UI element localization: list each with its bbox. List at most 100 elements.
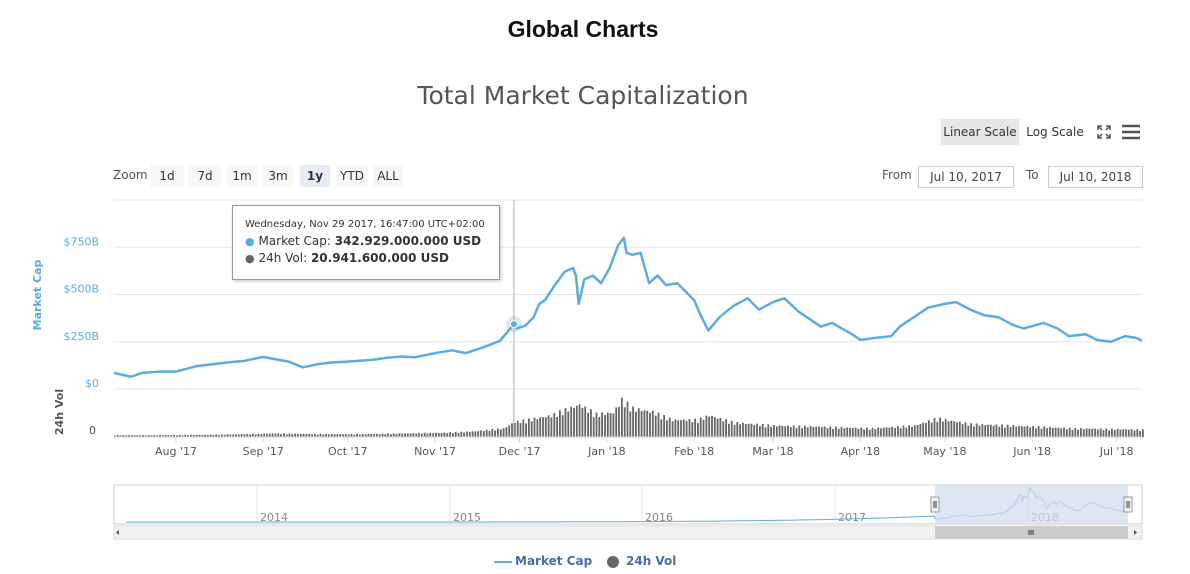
volume-bar (604, 415, 606, 437)
volume-bar (925, 423, 927, 437)
legend-market-cap[interactable]: Market Cap (515, 554, 593, 568)
volume-bar (767, 424, 770, 437)
volume-bar (440, 432, 443, 437)
volume-bar (911, 426, 913, 437)
volume-bar (666, 420, 668, 437)
navigator-right-handle[interactable] (1123, 496, 1133, 513)
volume-bar (130, 435, 133, 437)
volume-bar (401, 433, 404, 437)
volume-bar (798, 425, 801, 437)
volume-bar (122, 435, 125, 437)
linear-scale-button[interactable]: Linear Scale (941, 119, 1019, 145)
zoom-button-7d[interactable]: 7d (188, 165, 222, 187)
volume-bar (1080, 428, 1082, 437)
zoom-button-1m[interactable]: 1m (226, 165, 258, 187)
volume-bar (649, 412, 651, 437)
volume-bar (826, 428, 829, 437)
volume-bar (114, 435, 116, 437)
volume-bar (353, 434, 356, 437)
volume-bar (1068, 427, 1071, 437)
volume-bar (894, 428, 896, 437)
volume-bar (759, 426, 761, 437)
volume-bar (657, 412, 660, 437)
volume-bar (944, 419, 947, 437)
volume-bar (302, 433, 305, 437)
from-date-input[interactable]: Jul 10, 2017 (918, 166, 1014, 188)
volume-bar (494, 430, 496, 437)
zoom-button-3m[interactable]: 3m (262, 165, 294, 187)
volume-bar (1077, 429, 1079, 437)
volume-bar (561, 415, 564, 437)
volume-bar (702, 419, 705, 437)
volume-bar (956, 422, 958, 437)
zoom-label: Zoom (113, 168, 148, 182)
volume-bar (471, 431, 474, 437)
volume-bar (491, 429, 494, 437)
volume-bar (268, 433, 271, 437)
volume-bar (812, 427, 815, 437)
volume-bar (412, 433, 415, 437)
volume-bar (1074, 427, 1077, 437)
volume-bar (460, 431, 463, 437)
volume-bar (1026, 425, 1029, 437)
volume-bar (742, 422, 744, 437)
volume-bar (156, 435, 158, 437)
volume-bar (928, 420, 930, 437)
volume-bar (899, 428, 902, 437)
zoom-button-1y[interactable]: 1y (300, 165, 330, 187)
volume-bar (195, 434, 198, 437)
volume-bar (536, 419, 539, 437)
volume-bar (294, 433, 297, 437)
navigator-left-handle[interactable] (930, 496, 940, 513)
navigator-scrollbar[interactable] (113, 525, 1143, 540)
volume-bar (806, 427, 809, 437)
log-scale-button[interactable]: Log Scale (1026, 125, 1084, 139)
volume-bar (685, 421, 688, 437)
volume-bar (705, 415, 708, 437)
volume-bar (533, 417, 536, 437)
volume-bar (820, 427, 823, 437)
volume-bar (612, 413, 615, 437)
volume-bar (373, 434, 375, 437)
volume-bar (902, 425, 905, 437)
volume-bar (1015, 426, 1018, 437)
volume-bar (1133, 430, 1136, 437)
volume-bar (747, 423, 750, 437)
zoom-button-ytd[interactable]: YTD (336, 165, 368, 187)
volume-bar (874, 429, 877, 437)
volume-bar (623, 407, 626, 437)
volume-bar (601, 412, 603, 437)
y-axis-label: Market Cap (31, 260, 44, 331)
to-date-input[interactable]: Jul 10, 2018 (1048, 166, 1143, 188)
volume-bar (176, 435, 178, 437)
volume-bar (173, 435, 175, 437)
volume-bar (223, 434, 226, 437)
volume-bar (198, 434, 201, 437)
volume-bar (787, 425, 789, 437)
volume-bar (764, 427, 767, 437)
volume-bar (429, 432, 432, 437)
volume-bar (1102, 430, 1105, 437)
volume-bar (711, 416, 713, 437)
volume-bar (519, 423, 522, 437)
legend-volume[interactable]: 24h Vol (626, 554, 677, 568)
volume-bar (975, 423, 978, 437)
menu-icon[interactable] (1121, 124, 1141, 140)
volume-bar (1023, 426, 1026, 437)
zoom-button-1d[interactable]: 1d (150, 165, 184, 187)
volume-bar (522, 419, 525, 437)
volume-bar (344, 434, 347, 437)
volume-bar (832, 429, 834, 437)
zoom-button-all[interactable]: ALL (373, 165, 403, 187)
volume-bar (916, 425, 919, 437)
fullscreen-icon[interactable] (1096, 124, 1112, 140)
volume-tick-label: 0 (89, 424, 96, 437)
volume-bar (356, 433, 358, 437)
volume-bar (542, 417, 544, 437)
volume-bar (466, 431, 468, 437)
volume-bar (736, 422, 739, 437)
volume-bar (370, 434, 373, 437)
volume-bar (142, 435, 144, 437)
volume-bar (474, 431, 477, 437)
